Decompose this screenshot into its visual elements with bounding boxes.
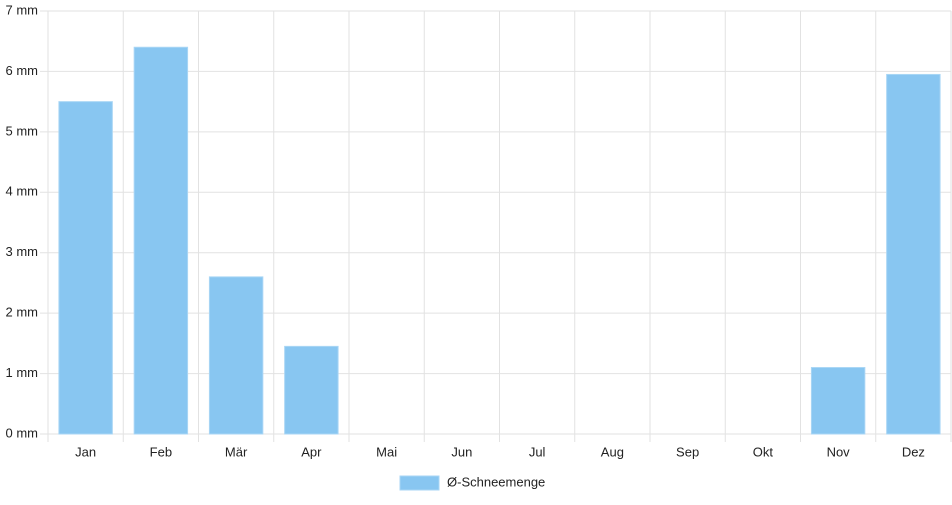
bar	[284, 345, 339, 435]
x-tick-label: Jul	[529, 444, 546, 459]
y-tick-label: 2 mm	[6, 305, 39, 320]
y-tick-label: 7 mm	[6, 2, 39, 17]
y-tick-label: 0 mm	[6, 425, 39, 440]
bar	[208, 276, 264, 435]
bar	[810, 367, 866, 435]
x-tick-label: Okt	[753, 444, 774, 459]
y-tick-label: 1 mm	[6, 365, 39, 380]
y-tick-label: 4 mm	[6, 184, 39, 199]
x-tick-label: Mai	[376, 444, 397, 459]
bar	[58, 101, 113, 435]
x-tick-label: Mär	[225, 444, 248, 459]
y-tick-label: 3 mm	[6, 244, 39, 259]
legend-label: Ø-Schneemenge	[447, 474, 545, 489]
y-tick-label: 5 mm	[6, 123, 39, 138]
x-tick-label: Aug	[601, 444, 624, 459]
x-tick-label: Feb	[150, 444, 172, 459]
x-tick-label: Apr	[301, 444, 322, 459]
bar	[886, 73, 941, 435]
x-tick-label: Dez	[902, 444, 925, 459]
x-tick-label: Jun	[451, 444, 472, 459]
x-tick-label: Jan	[75, 444, 96, 459]
y-tick-label: 6 mm	[6, 63, 39, 78]
bar	[133, 46, 189, 435]
x-tick-label: Nov	[827, 444, 851, 459]
legend-swatch	[399, 475, 440, 491]
x-tick-label: Sep	[676, 444, 699, 459]
